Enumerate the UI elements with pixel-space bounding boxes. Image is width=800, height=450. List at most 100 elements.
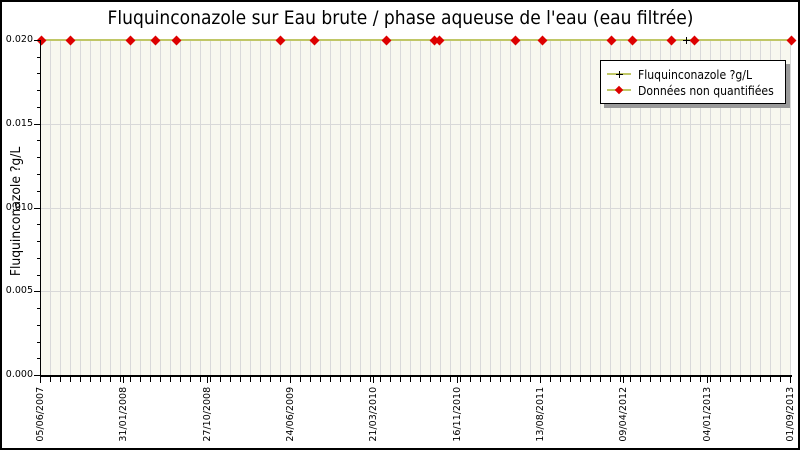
- gridline-vertical: [530, 40, 531, 375]
- x-minor-tick: [590, 377, 591, 382]
- y-major-tick: [34, 375, 40, 376]
- gridline-vertical: [780, 40, 781, 375]
- x-minor-tick: [480, 377, 481, 382]
- x-minor-tick: [730, 377, 731, 382]
- x-minor-tick: [210, 377, 211, 382]
- gridline-vertical: [500, 40, 501, 375]
- x-major-tick: [540, 377, 541, 383]
- legend-marker: [607, 69, 631, 79]
- gridline-vertical: [330, 40, 331, 375]
- gridline-vertical: [480, 40, 481, 375]
- x-minor-tick: [170, 377, 171, 382]
- x-major-tick: [456, 377, 458, 383]
- x-tick-label: 27/10/2008: [202, 384, 214, 442]
- x-minor-tick: [140, 377, 141, 382]
- x-minor-tick: [220, 377, 221, 382]
- x-minor-tick: [90, 377, 91, 382]
- x-minor-tick: [260, 377, 261, 382]
- x-tick-label-text: 09/04/2012: [618, 386, 630, 442]
- gridline-vertical: [570, 40, 571, 375]
- x-minor-tick: [680, 377, 681, 382]
- x-tick-label-text: 21/03/2010: [368, 386, 380, 442]
- x-minor-tick: [570, 377, 571, 382]
- gridline-vertical: [150, 40, 151, 375]
- plus-marker-icon: [616, 71, 623, 78]
- gridline-vertical: [420, 40, 421, 375]
- gridline-vertical: [460, 40, 461, 375]
- x-minor-tick: [520, 377, 521, 382]
- x-minor-tick: [700, 377, 701, 382]
- x-tick-label-text: 16/11/2010: [451, 386, 463, 442]
- legend: Fluquinconazole ?g/L Données non quantif…: [600, 60, 786, 104]
- gridline-vertical: [50, 40, 51, 375]
- y-minor-tick: [37, 224, 40, 225]
- gridline-vertical: [640, 40, 641, 375]
- x-minor-tick: [760, 377, 761, 382]
- gridline-vertical: [690, 40, 691, 375]
- gridline-vertical: [590, 40, 591, 375]
- y-minor-tick: [37, 358, 40, 359]
- x-minor-tick: [390, 377, 391, 382]
- gridline-vertical: [470, 40, 471, 375]
- x-minor-tick: [150, 377, 151, 382]
- gridline-vertical: [630, 40, 631, 375]
- gridline-vertical: [170, 40, 171, 375]
- chart-title-text: Fluquinconazole sur Eau brute / phase aq…: [107, 7, 693, 29]
- gridline-vertical: [180, 40, 181, 375]
- x-minor-tick: [370, 377, 371, 382]
- gridline-vertical: [370, 40, 371, 375]
- y-minor-tick: [37, 191, 40, 192]
- diamond-marker-icon: [614, 85, 624, 95]
- x-minor-tick: [600, 377, 601, 382]
- x-minor-tick: [410, 377, 411, 382]
- gridline-vertical: [490, 40, 491, 375]
- gridline-vertical: [160, 40, 161, 375]
- x-minor-tick: [440, 377, 441, 382]
- gridline-vertical: [760, 40, 761, 375]
- x-major-tick: [790, 377, 791, 383]
- x-minor-tick: [320, 377, 321, 382]
- chart-title: Fluquinconazole sur Eau brute / phase aq…: [0, 7, 800, 29]
- x-minor-tick: [530, 377, 531, 382]
- y-minor-tick: [37, 73, 40, 74]
- x-minor-tick: [510, 377, 511, 382]
- y-minor-tick: [37, 258, 40, 259]
- legend-entry-label: Fluquinconazole ?g/L: [638, 66, 752, 82]
- x-tick-label-text: 05/06/2007: [35, 386, 46, 442]
- x-tick-label-text: 13/08/2011: [535, 386, 546, 442]
- gridline-vertical: [300, 40, 301, 375]
- y-minor-tick: [37, 325, 40, 326]
- gridline-vertical: [540, 40, 541, 375]
- x-minor-tick: [710, 377, 711, 382]
- gridline-vertical: [110, 40, 111, 375]
- x-tick-label: 21/03/2010: [368, 384, 380, 442]
- y-major-tick: [34, 40, 40, 41]
- x-major-tick: [123, 377, 125, 383]
- x-minor-tick: [100, 377, 101, 382]
- x-tick-label: 04/01/2013: [702, 384, 714, 442]
- legend-entry-label: Données non quantifiées: [638, 82, 774, 98]
- x-minor-tick: [750, 377, 751, 382]
- x-tick-label: 01/09/2013: [785, 384, 797, 442]
- gridline-vertical: [680, 40, 681, 375]
- gridline-vertical: [430, 40, 431, 375]
- x-minor-tick: [130, 377, 131, 382]
- x-major-tick: [706, 377, 708, 383]
- gridline-vertical: [660, 40, 661, 375]
- gridline-vertical: [620, 40, 621, 375]
- x-minor-tick: [650, 377, 651, 382]
- x-tick-label-text: 01/09/2013: [785, 386, 796, 442]
- x-minor-tick: [340, 377, 341, 382]
- gridline-vertical: [60, 40, 61, 375]
- x-tick-label: 13/08/2011: [535, 384, 547, 442]
- gridline-vertical: [670, 40, 671, 375]
- gridline-vertical: [440, 40, 441, 375]
- y-tick-label: 0.005: [5, 285, 34, 296]
- y-minor-tick: [37, 308, 40, 309]
- y-axis-spine: [40, 40, 41, 376]
- x-minor-tick: [180, 377, 181, 382]
- gridline-vertical: [220, 40, 221, 375]
- y-minor-tick: [37, 107, 40, 108]
- gridline-horizontal: [41, 208, 791, 209]
- y-minor-tick: [37, 275, 40, 276]
